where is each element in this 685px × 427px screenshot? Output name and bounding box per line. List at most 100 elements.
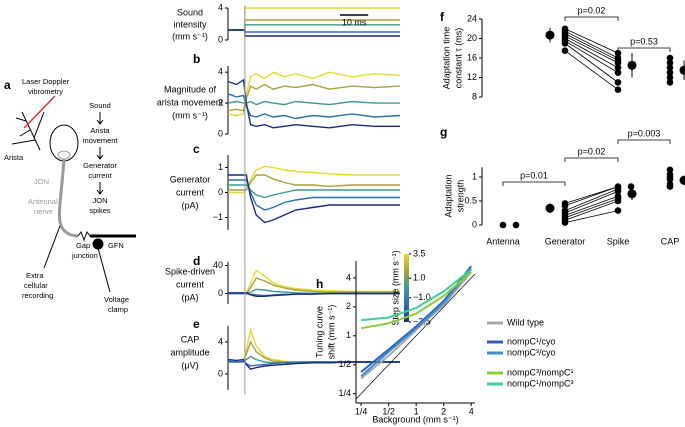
panel-letter: d (193, 254, 200, 268)
data-point (614, 69, 622, 76)
pair-line (564, 186, 619, 207)
trace (228, 29, 400, 37)
diagram-label: Extra (26, 271, 44, 280)
y-tick-label: 2 (218, 97, 223, 107)
flow-label: Generator (83, 161, 117, 170)
trace (227, 100, 400, 106)
legend-label: nompC¹/cyo (507, 336, 556, 346)
data-point (614, 86, 622, 93)
trace (227, 93, 401, 120)
y-tick-label: 4 (218, 67, 223, 77)
colorbar-label: Step size (mm s⁻¹) (390, 250, 400, 325)
mean-point (545, 203, 555, 213)
y-tick-label: 1 (218, 162, 223, 172)
comparison-bracket (617, 139, 671, 144)
comparison-label: p=0.02 (578, 5, 606, 15)
trace (228, 24, 400, 31)
y-tick-label: 0 (472, 219, 477, 229)
data-point (666, 54, 674, 62)
y-tick-label: 0 (218, 187, 223, 197)
y-tick-label: 2 (346, 301, 351, 311)
category-label: Spike (607, 236, 630, 246)
y-tick-label: 0 (218, 368, 223, 378)
trace (228, 165, 400, 194)
colorbar (404, 254, 409, 322)
pair-line (564, 195, 619, 216)
mean-point (545, 30, 555, 40)
series-line (360, 268, 472, 322)
colorbar-tick-label: 1.0 (413, 273, 426, 283)
panel-letter: g (440, 125, 447, 139)
jon (57, 150, 71, 160)
diagram-label: Arista (4, 153, 24, 162)
mean-point (679, 65, 685, 75)
trace (228, 184, 400, 199)
y-tick-label: 4 (218, 2, 223, 12)
trace (227, 83, 401, 112)
legend-label: nompC¹/nompC³ (507, 378, 574, 388)
arrow-head (96, 119, 104, 195)
y-tick-label: 20 (467, 33, 477, 43)
y-tick-label: 1 (346, 330, 351, 340)
x-tick-label: 2 (441, 406, 446, 416)
y-tick-label: −1 (213, 212, 223, 222)
category-label: CAP (661, 236, 680, 246)
scale-bar-label: 10 ms (342, 17, 367, 27)
data-point (614, 188, 622, 195)
data-point (614, 49, 622, 57)
comparison-bracket (502, 181, 566, 186)
pair-line (564, 210, 619, 223)
axis-label: (pA) (181, 292, 198, 302)
data-point (614, 59, 622, 67)
diagram-label: GFN (108, 241, 124, 250)
axis-label: Generator (170, 174, 211, 184)
data-point (499, 221, 507, 229)
y-tick-label: 1/4 (338, 388, 351, 398)
data-point (666, 183, 674, 190)
y-tick-label: 24 (467, 13, 477, 23)
series-line (360, 267, 472, 377)
colorbar-tick-label: 3.5 (413, 248, 426, 258)
data-point (666, 64, 674, 72)
data-point (561, 40, 569, 47)
data-point (512, 221, 520, 229)
diagram-label: cellular (24, 281, 48, 290)
y-tick-label: 1/2 (338, 359, 351, 369)
trace (228, 7, 400, 31)
comparison-bracket (617, 47, 671, 52)
axis-label: amplitude (170, 347, 209, 357)
flow-label: Arista (90, 126, 110, 135)
axis-label: Spike-driven (165, 266, 215, 276)
series-line (360, 265, 472, 373)
comparison-label: p=0.003 (628, 128, 661, 138)
panel-letter: b (193, 52, 200, 66)
y-tick-label: 0.5 (464, 195, 477, 205)
series-line (360, 271, 472, 330)
axis-label: Background (mm s⁻¹) (372, 414, 458, 424)
trace (227, 71, 401, 117)
x-tick-label: 1/2 (382, 406, 395, 416)
y-tick-label: 4 (218, 336, 223, 346)
axis-label: (μV) (181, 360, 198, 370)
axis-label: Adaptation (443, 174, 453, 217)
flow-label: movement (82, 136, 118, 145)
category-label: Generator (545, 236, 586, 246)
y-tick-label: 4 (346, 272, 351, 282)
y-tick-label: 0 (218, 34, 223, 44)
axis-label: shift (mm s⁻¹) (326, 305, 336, 360)
data-point (627, 183, 635, 190)
panel-letter: c (193, 142, 200, 156)
colorbar-tick-label: −1.0 (413, 292, 431, 302)
comparison-label: p=0.53 (630, 36, 658, 46)
mean-point (679, 175, 685, 185)
axis-label: current (176, 187, 205, 197)
laser-beam (23, 95, 56, 129)
axis-label: intensity (173, 19, 207, 29)
mean-point (627, 189, 637, 199)
pair-line (564, 43, 619, 83)
pair-line (564, 30, 619, 59)
diagram-label: clamp (108, 305, 128, 314)
diagram-label: junction (71, 251, 98, 260)
y-tick-label: 16 (467, 52, 477, 62)
diagram-label: vibrometry (28, 87, 63, 96)
